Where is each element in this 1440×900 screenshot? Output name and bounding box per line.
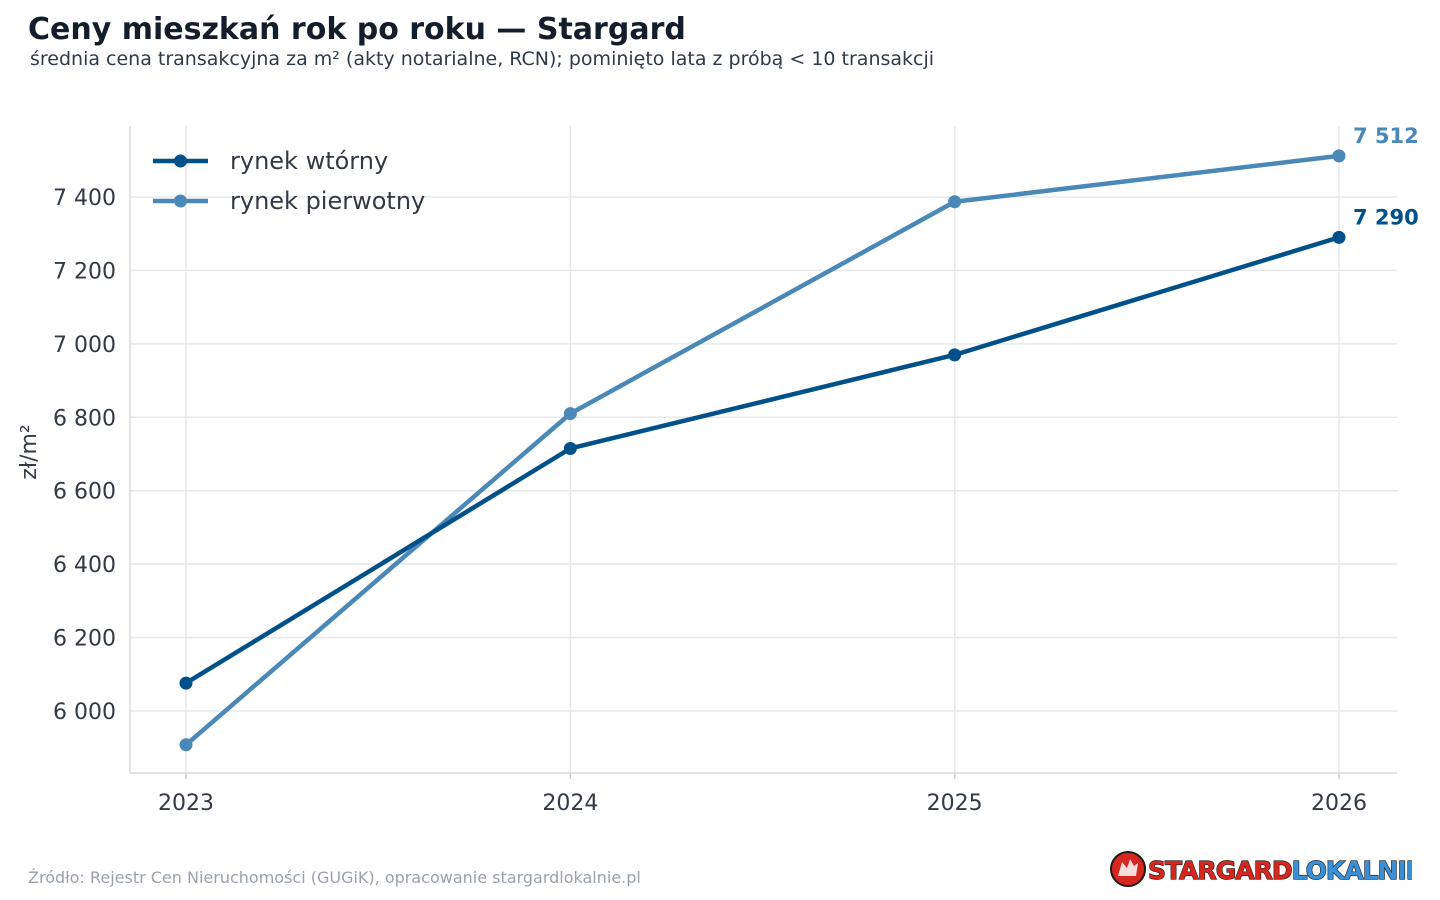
site-logo: STARGARDLOKALNIE.PL xyxy=(1110,851,1412,887)
data-point xyxy=(1332,149,1346,163)
legend-marker xyxy=(174,154,187,168)
series-line xyxy=(183,235,1342,686)
svg-text:STARGARDLOKALNIE.PL: STARGARDLOKALNIE.PL xyxy=(1148,856,1412,885)
y-tick-label: 6 800 xyxy=(53,406,116,431)
data-point xyxy=(563,407,577,421)
chart-subtitle: średnia cena transakcyjna za m² (akty no… xyxy=(30,48,935,70)
data-point xyxy=(948,348,962,362)
y-tick-label: 7 000 xyxy=(53,333,116,358)
data-point xyxy=(179,738,193,752)
axes: 6 000 6 200 6 400 6 600 6 800 7 000 7 200 7 400… xyxy=(17,126,1397,816)
end-value-label: 7 512 xyxy=(1353,124,1419,148)
source-note: Źródło: Rejestr Cen Nieruchomości (GUGiK… xyxy=(28,868,641,887)
legend-label: rynek pierwotny xyxy=(230,187,425,215)
grid xyxy=(130,126,1397,773)
y-tick-label: 6 000 xyxy=(53,700,116,725)
legend-label: rynek wtórny xyxy=(230,147,388,175)
chart-title: Ceny mieszkań rok po roku — Stargard xyxy=(28,12,686,47)
griffin-emblem-icon xyxy=(1110,851,1146,887)
x-tick-label: 2026 xyxy=(1311,791,1367,816)
x-tick-label: 2025 xyxy=(927,791,983,816)
y-tick-label: 6 600 xyxy=(53,480,116,505)
y-tick-label: 7 200 xyxy=(53,259,116,284)
y-tick-label: 6 200 xyxy=(53,627,116,652)
data-point xyxy=(179,676,193,690)
legend-marker xyxy=(174,194,187,208)
logo-text-red: STARGARD xyxy=(1148,856,1292,885)
data-point xyxy=(948,195,962,209)
end-value-label: 7 290 xyxy=(1353,205,1419,229)
y-axis-label: zł/m² xyxy=(17,424,42,479)
data-point xyxy=(563,441,577,455)
y-tick-label: 6 400 xyxy=(53,553,116,578)
data-point xyxy=(1332,230,1346,244)
x-tick-label: 2023 xyxy=(158,791,214,816)
logo-text-blue: LOKALNIE.PL xyxy=(1292,856,1412,885)
series-group: 7 512 7 290 xyxy=(179,124,1419,752)
x-tick-label: 2024 xyxy=(542,791,598,816)
series-line xyxy=(183,153,1342,748)
legend: rynek wtórny rynek pierwotny xyxy=(153,147,425,215)
y-tick-label: 7 400 xyxy=(53,186,116,211)
